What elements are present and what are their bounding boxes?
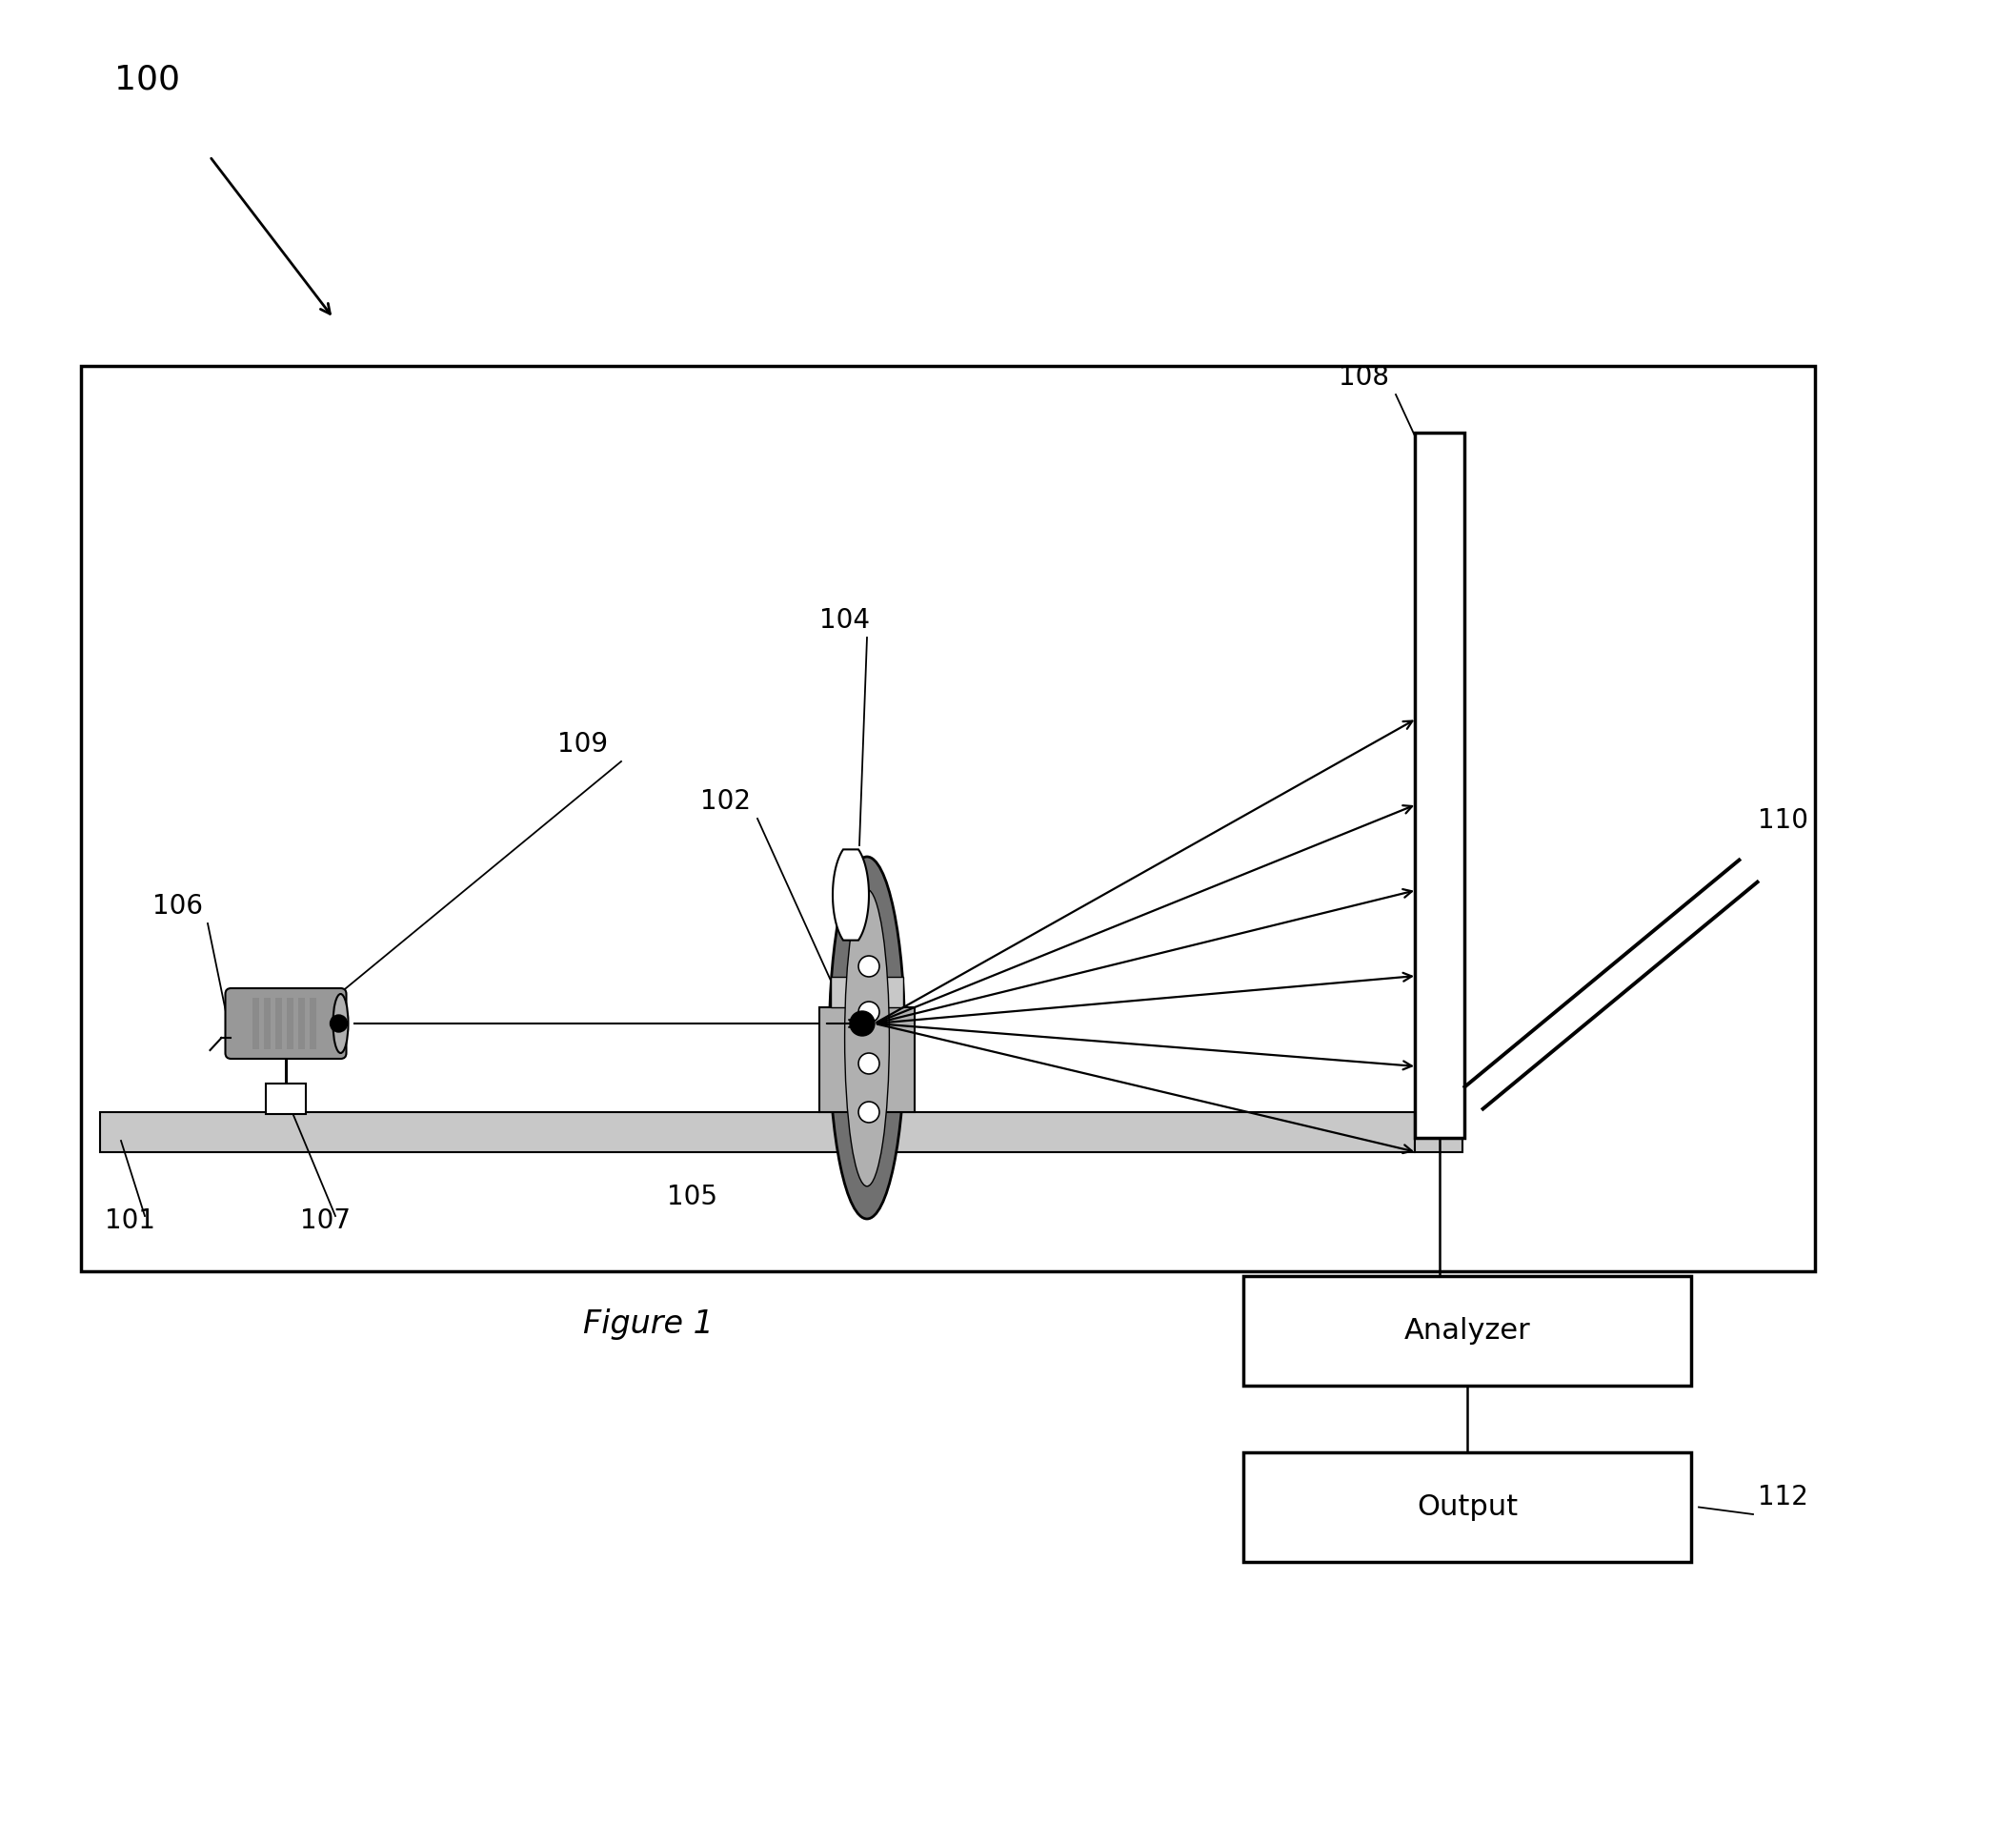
Text: 107: 107 <box>300 1207 351 1235</box>
Circle shape <box>859 956 879 978</box>
Circle shape <box>331 1014 347 1032</box>
Circle shape <box>859 1001 879 1023</box>
FancyBboxPatch shape <box>226 989 347 1058</box>
Text: 106: 106 <box>153 894 204 919</box>
Text: 109: 109 <box>556 731 609 757</box>
Text: Output: Output <box>1417 1494 1518 1521</box>
Text: 100: 100 <box>115 64 179 97</box>
Circle shape <box>851 1010 875 1036</box>
Polygon shape <box>833 850 869 939</box>
Bar <box>276 998 282 1049</box>
Text: 102: 102 <box>700 788 750 815</box>
Circle shape <box>859 1052 879 1074</box>
Bar <box>286 998 294 1049</box>
Bar <box>1415 1113 1462 1153</box>
Text: 112: 112 <box>1758 1483 1808 1510</box>
Circle shape <box>859 1102 879 1122</box>
Bar <box>266 1083 306 1114</box>
Ellipse shape <box>333 994 349 1052</box>
Bar <box>831 978 903 1007</box>
Bar <box>818 1007 915 1113</box>
Text: Analyzer: Analyzer <box>1403 1317 1530 1344</box>
Bar <box>1244 1452 1691 1561</box>
Text: 110: 110 <box>1758 808 1808 834</box>
Bar <box>264 998 270 1049</box>
Bar <box>1244 1277 1691 1386</box>
Bar <box>1415 432 1464 1138</box>
Text: 105: 105 <box>667 1184 718 1211</box>
Text: 108: 108 <box>1339 365 1389 390</box>
Bar <box>310 998 317 1049</box>
Text: Figure 1: Figure 1 <box>583 1308 714 1341</box>
Bar <box>252 998 260 1049</box>
Bar <box>101 1113 1415 1153</box>
Bar <box>298 998 304 1049</box>
Text: 104: 104 <box>818 607 869 633</box>
Bar <box>81 367 1814 1271</box>
Ellipse shape <box>829 857 905 1218</box>
Ellipse shape <box>845 890 889 1186</box>
Text: 101: 101 <box>105 1207 155 1235</box>
